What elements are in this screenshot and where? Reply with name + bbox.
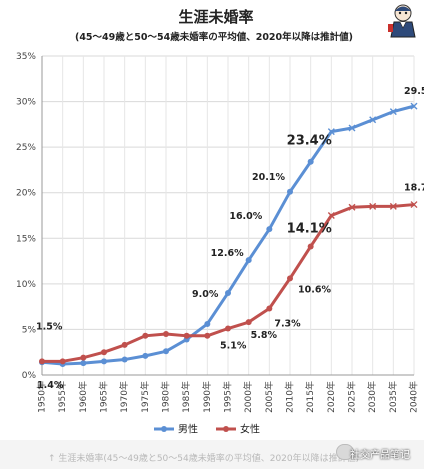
series-layer — [39, 102, 418, 368]
series-0-marker — [121, 356, 128, 363]
series-0-marker — [80, 360, 87, 367]
x-tick-label: 1955年 — [56, 381, 68, 413]
legend-label-0: 男性 — [178, 423, 198, 436]
data-label: 5.8% — [251, 330, 278, 341]
series-1-marker — [410, 201, 418, 209]
series-0-marker — [266, 226, 273, 233]
series-1-marker — [389, 202, 397, 210]
data-label: 1.5% — [36, 321, 63, 332]
y-tick-label: 0% — [22, 371, 37, 381]
x-tick-label: 2040年 — [408, 381, 420, 413]
series-0-marker — [389, 108, 397, 116]
x-tick-label: 1960年 — [77, 381, 89, 413]
mascot-icon — [388, 4, 416, 38]
series-0-marker — [204, 320, 211, 327]
x-tick-label: 2005年 — [263, 381, 275, 413]
y-tick-label: 10% — [16, 280, 36, 290]
series-0-marker — [287, 188, 293, 195]
y-tick-label: 15% — [16, 234, 36, 244]
series-0-marker — [101, 358, 107, 365]
series-1-marker — [266, 305, 273, 312]
data-label: 16.0% — [229, 211, 262, 222]
y-tick-label: 30% — [16, 98, 36, 108]
legend-marker-1 — [223, 426, 229, 432]
series-0-marker — [348, 124, 356, 132]
x-tick-label: 1970年 — [118, 381, 130, 413]
y-tick-label: 35% — [16, 52, 36, 62]
wechat-icon — [336, 444, 354, 460]
series-1-marker — [80, 354, 87, 361]
data-label: 23.4% — [287, 134, 332, 149]
chart-svg: 生涯未婚率 (45～49歳と50～54歳未婚率の平均値、2020年以降は推計値)… — [16, 8, 424, 436]
series-1-marker — [245, 319, 252, 326]
x-tick-label: 2010年 — [284, 381, 296, 413]
series-1-marker — [142, 332, 149, 339]
y-tick-label: 5% — [22, 325, 37, 335]
series-1-marker — [287, 275, 293, 282]
x-tick-label: 2015年 — [304, 381, 316, 413]
data-label: 12.6% — [211, 248, 244, 259]
series-0-marker — [163, 348, 169, 355]
series-1-marker — [225, 325, 231, 332]
data-label: 5.1% — [220, 341, 247, 352]
legend-marker-0 — [161, 426, 167, 432]
y-tick-label: 25% — [16, 143, 36, 153]
series-1-marker — [204, 332, 211, 339]
x-tick-label: 1950年 — [36, 381, 48, 413]
series-0-marker — [327, 128, 335, 136]
series-0-marker — [307, 158, 314, 165]
series-1-marker — [163, 330, 169, 337]
data-label: 7.3% — [274, 318, 301, 329]
x-tick-label: 1990年 — [201, 381, 213, 413]
series-1-marker — [183, 332, 190, 339]
series-0-marker — [142, 352, 149, 359]
data-label: 9.0% — [192, 289, 219, 300]
chart-title: 生涯未婚率 — [178, 8, 253, 26]
data-label: 29.5% — [404, 86, 424, 97]
data-label: 1.4% — [37, 380, 64, 391]
series-1-marker — [348, 203, 356, 211]
series-1-marker — [101, 349, 107, 356]
x-tick-label: 1985年 — [180, 381, 192, 413]
caption-text: ↑ 生涯未婚率(45～49歳と50～54歳未婚率の平均値、2020年以降は推計値… — [48, 454, 360, 464]
legend-label-1: 女性 — [240, 423, 260, 436]
y-tick-label: 20% — [16, 189, 36, 199]
chart-subtitle: (45～49歳と50～54歳未婚率の平均値、2020年以降は推計値) — [75, 31, 353, 43]
x-tick-label: 2030年 — [366, 381, 378, 413]
data-label: 10.6% — [298, 284, 331, 295]
data-labels: 1.5% 1.4% 9.0% 12.6% 16.0% 20.1% 23.4% 29.5% 5.1… — [36, 86, 424, 391]
x-tick-label: 2020年 — [325, 381, 337, 413]
series-1-marker — [327, 212, 335, 219]
data-label: 18.7% — [404, 183, 424, 194]
series-0-marker — [245, 257, 252, 264]
data-label: 20.1% — [252, 172, 285, 183]
x-tick-label: 2025年 — [346, 381, 358, 413]
series-1-marker — [307, 243, 314, 250]
series-0-marker — [225, 289, 231, 296]
series-1-marker — [39, 358, 45, 365]
x-tick-label: 1975年 — [139, 381, 151, 413]
data-label: 14.1% — [287, 221, 332, 236]
x-tick-label: 1980年 — [160, 381, 172, 413]
series-0-marker — [410, 102, 418, 110]
series-1-marker — [121, 341, 128, 348]
x-tick-label: 2035年 — [387, 381, 399, 413]
watermark: 社交产品笔记 — [350, 450, 410, 461]
x-tick-label: 2000年 — [242, 381, 254, 413]
axes: 0% 5% 10% 15% 20% 25% 30% 35% 1950年 1955年 1960年 196… — [16, 52, 420, 413]
x-tick-label: 1965年 — [98, 381, 110, 413]
series-1-marker — [369, 202, 377, 210]
series-1-marker — [59, 358, 66, 365]
grid-lines — [41, 55, 415, 376]
x-tick-label: 1995年 — [222, 381, 234, 413]
legend: 男性 女性 — [154, 423, 260, 436]
series-0-marker — [369, 116, 377, 124]
